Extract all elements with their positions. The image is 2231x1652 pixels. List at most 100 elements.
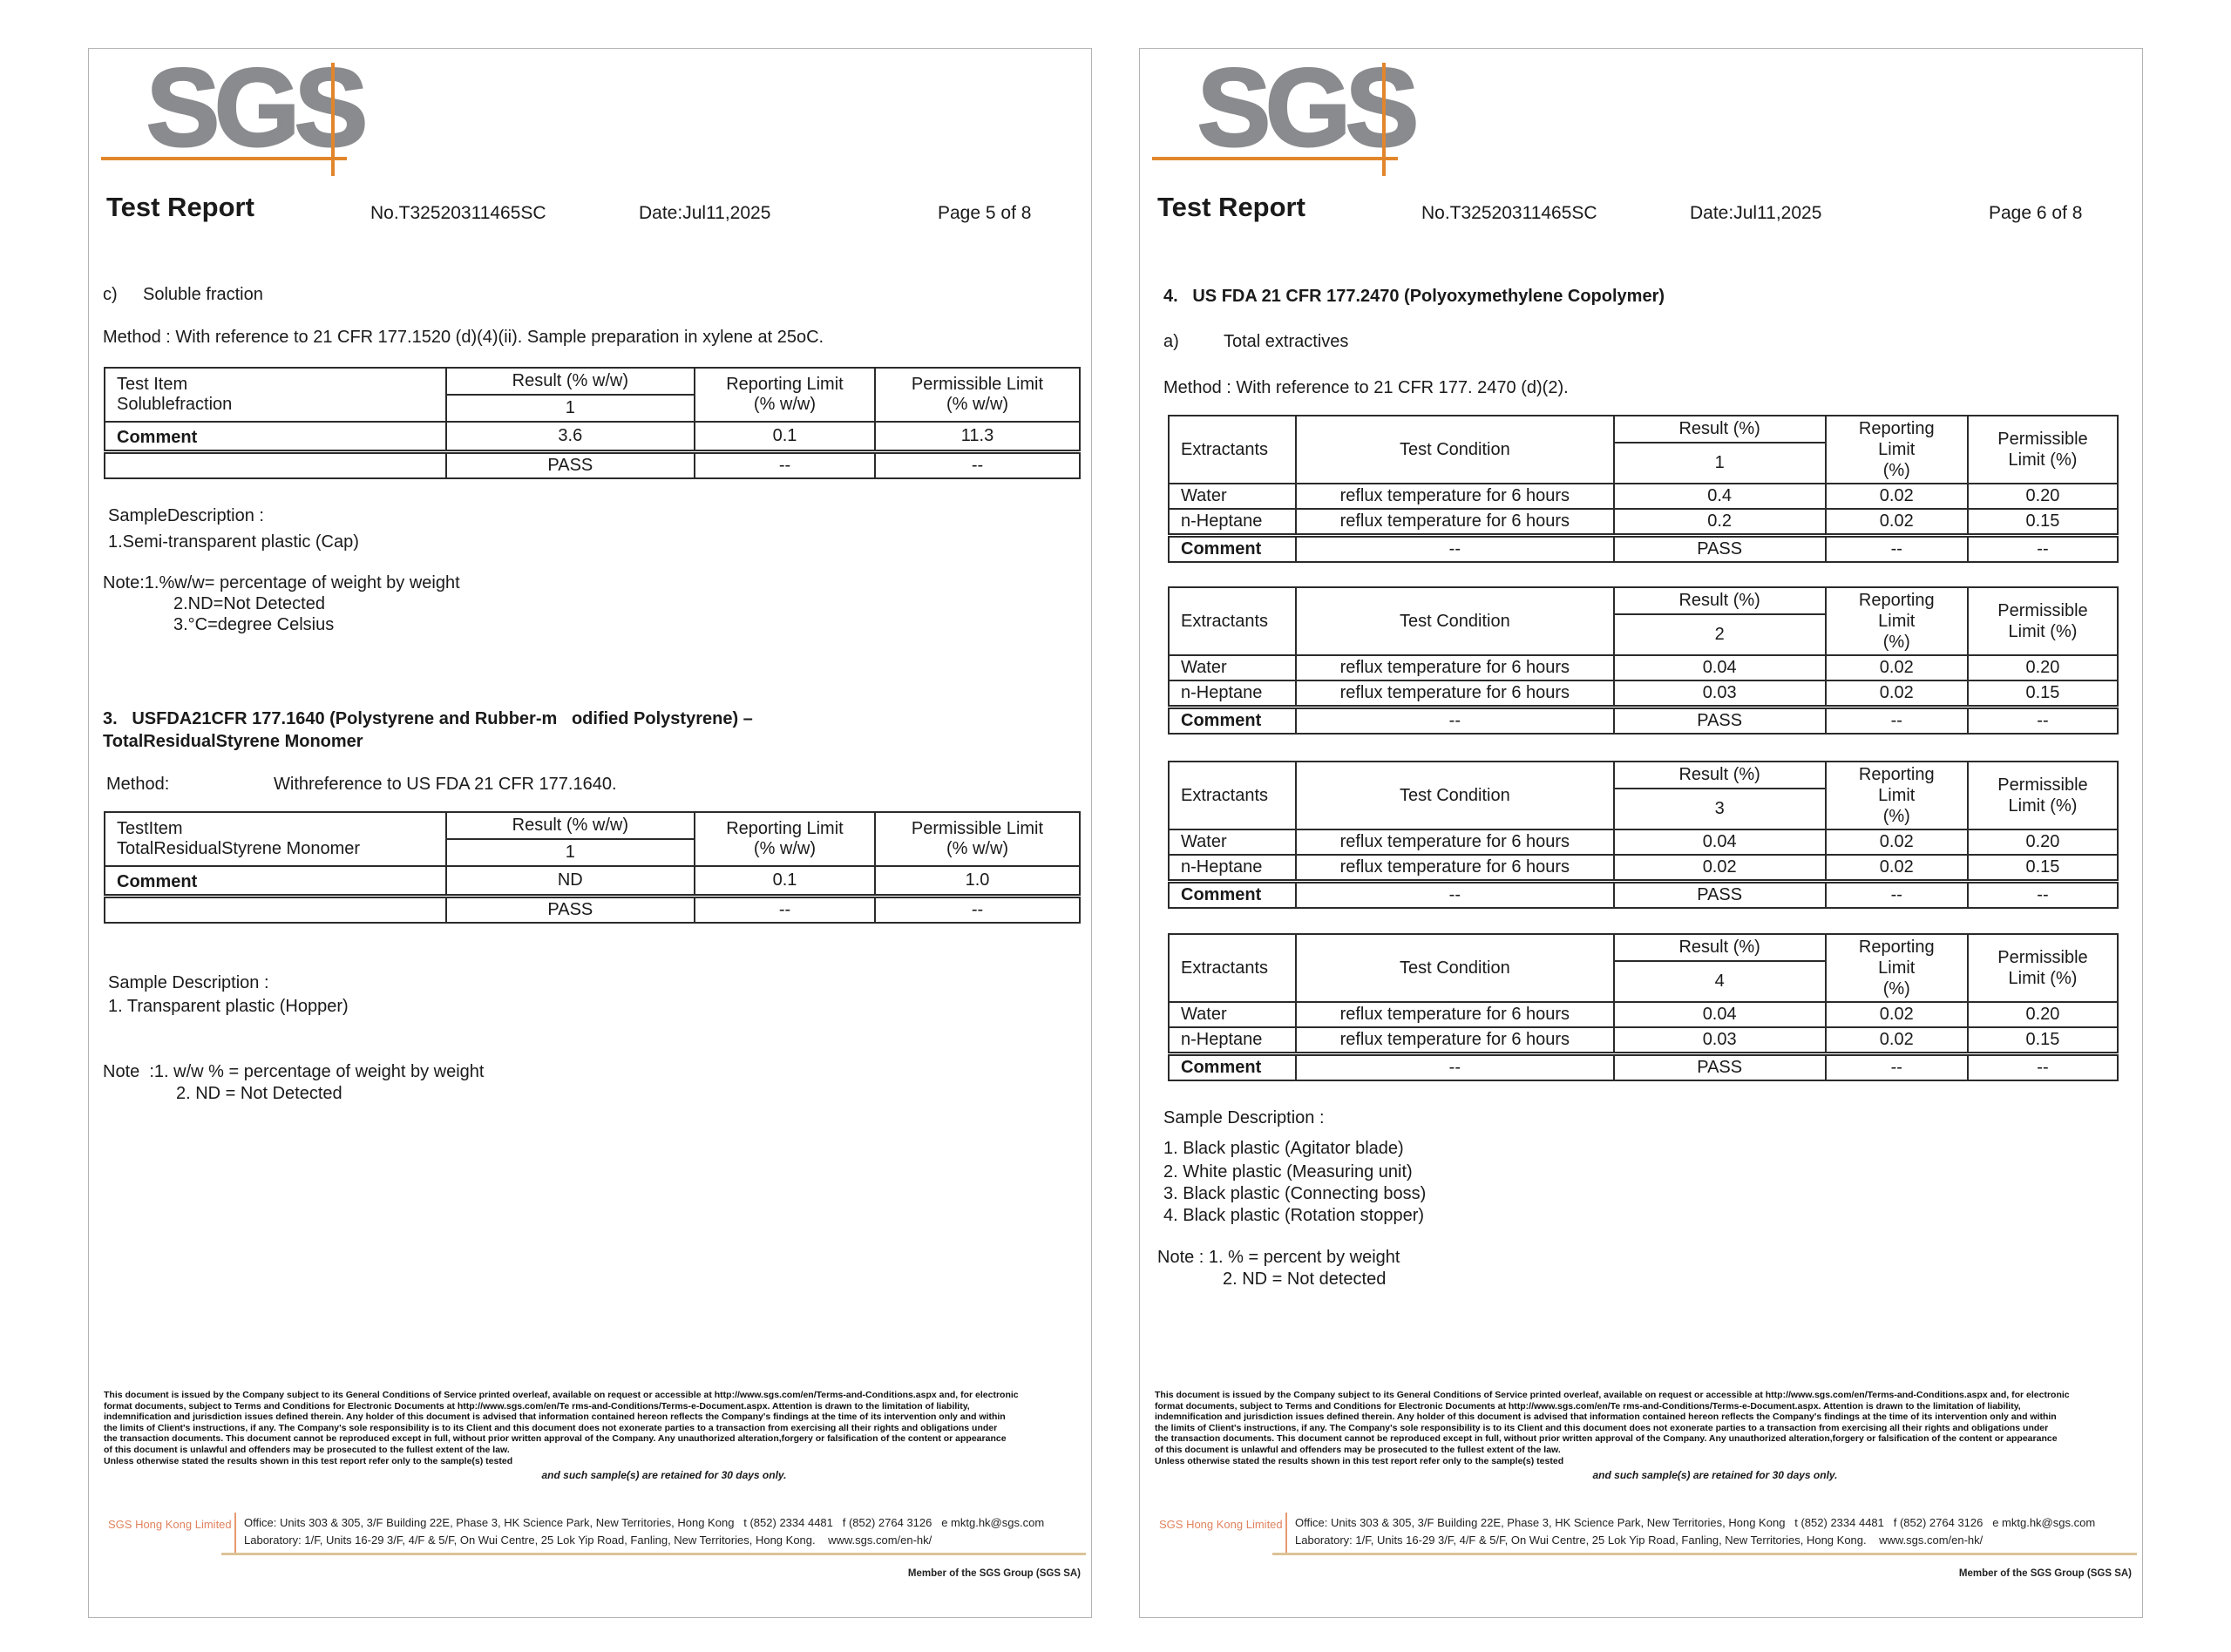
- reporting-cell: 0.1: [693, 865, 876, 898]
- residual-styrene-table: TestItem TotalResidualStyrene Monomer Re…: [104, 811, 1082, 924]
- extractant-cell: n-Heptane: [1168, 508, 1297, 537]
- reporting-cell: 0.02: [1824, 1026, 1969, 1055]
- report-header: Test Report No.T32520311465SC Date:Jul11…: [89, 192, 1074, 234]
- permissible-cell: 0.20: [1966, 483, 2119, 510]
- permissible-cell: 0.15: [1966, 854, 2119, 883]
- legal-line: of this document is unlawful and offende…: [104, 1444, 510, 1455]
- legal-line: This document is issued by the Company s…: [1155, 1390, 2070, 1400]
- dash-cell: --: [873, 895, 1082, 924]
- pass-cell: PASS: [1612, 879, 1827, 909]
- report-date: Date:Jul11,2025: [639, 203, 771, 223]
- reporting-cell: 0.02: [1824, 654, 1969, 681]
- method-text: Method : With reference to 21 CFR 177. 2…: [1163, 378, 1569, 397]
- table-row: Comment -- PASS -- --: [1168, 1052, 2119, 1081]
- extractants-header-cell: Extractants: [1168, 761, 1297, 830]
- extractants-header-cell: Extractants: [1168, 586, 1297, 656]
- dash-cell: --: [1966, 705, 2119, 735]
- table-row: n-Heptane reflux temperature for 6 hours…: [1168, 680, 2119, 708]
- logo-crosshair-vertical-icon: [1382, 63, 1386, 176]
- sgs-logo-text: SGS: [145, 48, 369, 169]
- section-a-title: Total extractives: [1224, 332, 1349, 351]
- report-number: No.T32520311465SC: [1421, 203, 1597, 223]
- test-condition-cell: reflux temperature for 6 hours: [1294, 829, 1615, 856]
- footer-divider: [1285, 1513, 1287, 1553]
- test-condition-cell: reflux temperature for 6 hours: [1294, 1001, 1615, 1028]
- permissible-cell: 0.20: [1966, 829, 2119, 856]
- method-text: Method : With reference to 21 CFR 177.15…: [103, 328, 824, 347]
- dash-cell: --: [1294, 533, 1615, 563]
- report-header: Test Report No.T32520311465SC Date:Jul11…: [1140, 192, 2125, 234]
- note-line: 2. ND = Not Detected: [176, 1084, 342, 1103]
- table-row: Comment ND 0.1 1.0: [104, 865, 1082, 898]
- extractant-cell: Water: [1168, 829, 1297, 856]
- sample-description-item: 2. White plastic (Measuring unit): [1163, 1162, 1413, 1181]
- report-pages: SGS Test Report No.T32520311465SC Date:J…: [88, 48, 2143, 1618]
- sample-description-item: 1. Transparent plastic (Hopper): [108, 997, 349, 1016]
- extractant-cell: n-Heptane: [1168, 1026, 1297, 1055]
- dash-cell: --: [1824, 879, 1969, 909]
- permissible-limit-header-cell: Permissible Limit (%): [1966, 586, 2119, 656]
- report-number: No.T32520311465SC: [370, 203, 546, 223]
- section-4-heading: 4. US FDA 21 CFR 177.2470 (Polyoxymethyl…: [1163, 287, 1665, 306]
- test-condition-cell: reflux temperature for 6 hours: [1294, 483, 1615, 510]
- pass-cell: PASS: [1612, 1052, 1827, 1081]
- table-header-row: Extractants Test Condition Result (%) 4 …: [1168, 933, 2119, 1003]
- note-line: Note : 1. % = percent by weight: [1157, 1248, 1400, 1267]
- table-row: n-Heptane reflux temperature for 6 hours…: [1168, 854, 2119, 883]
- reporting-cell: 0.02: [1824, 854, 1969, 883]
- footer-rule: [1272, 1553, 2137, 1555]
- legal-line: indemnification and jurisdiction issues …: [1155, 1412, 2057, 1423]
- permissible-cell: 0.15: [1966, 1026, 2119, 1055]
- report-title: Test Report: [1157, 192, 1305, 222]
- result-cell: 0.04: [1612, 829, 1827, 856]
- table-row: Comment -- PASS -- --: [1168, 705, 2119, 735]
- reporting-cell: 0.02: [1824, 680, 1969, 708]
- result-header-cell: Result (%) 1: [1612, 415, 1827, 484]
- method-text: Withreference to US FDA 21 CFR 177.1640.: [274, 775, 617, 794]
- permissible-cell: 0.20: [1966, 1001, 2119, 1028]
- extractant-cell: Water: [1168, 1001, 1297, 1028]
- extractives-table-sample-2: Extractants Test Condition Result (%) 2 …: [1168, 586, 2119, 735]
- reporting-cell: 0.02: [1824, 483, 1969, 510]
- result-cell: 0.04: [1612, 654, 1827, 681]
- result-cell: 3.6: [444, 421, 695, 454]
- test-condition-cell: reflux temperature for 6 hours: [1294, 680, 1615, 708]
- dash-cell: --: [1966, 1052, 2119, 1081]
- legal-line: the limits of Client's instructions, if …: [104, 1422, 998, 1433]
- comment-cell: Comment: [1168, 705, 1297, 735]
- table-row: Water reflux temperature for 6 hours 0.0…: [1168, 829, 2119, 856]
- sample-description-item: 4. Black plastic (Rotation stopper): [1163, 1206, 1425, 1225]
- result-cell: 0.4: [1612, 483, 1827, 510]
- reporting-cell: 0.02: [1824, 829, 1969, 856]
- extractant-cell: Water: [1168, 654, 1297, 681]
- pass-cell: PASS: [444, 895, 695, 924]
- table-row: Comment 3.6 0.1 11.3: [104, 421, 1082, 454]
- table-row: n-Heptane reflux temperature for 6 hours…: [1168, 508, 2119, 537]
- test-condition-cell: reflux temperature for 6 hours: [1294, 854, 1615, 883]
- sample-description-label: Sample Description :: [1163, 1108, 1325, 1127]
- table-header-row: Test Item Solublefraction Result (% w/w)…: [104, 367, 1082, 423]
- office-address: Office: Units 303 & 305, 3/F Building 22…: [244, 1516, 1045, 1529]
- permissible-cell: 0.15: [1966, 680, 2119, 708]
- reporting-limit-header-cell: Reporting Limit (%): [1824, 933, 1969, 1003]
- legal-line: indemnification and jurisdiction issues …: [104, 1412, 1006, 1423]
- company-name: SGS Hong Kong Limited: [108, 1518, 232, 1531]
- table-header-row: Extractants Test Condition Result (%) 3 …: [1168, 761, 2119, 830]
- permissible-limit-header-cell: Permissible Limit (%): [1966, 415, 2119, 484]
- sgs-logo: SGS: [1152, 51, 1448, 192]
- sample-description-label: SampleDescription :: [108, 506, 264, 525]
- test-item-header-cell: TestItem TotalResidualStyrene Monomer: [104, 811, 447, 867]
- comment-cell: Comment: [1168, 879, 1297, 909]
- legal-line: the transaction documents. This document…: [104, 1433, 1007, 1445]
- extractants-header-cell: Extractants: [1168, 933, 1297, 1003]
- extractives-table-sample-3: Extractants Test Condition Result (%) 3 …: [1168, 761, 2119, 909]
- dash-cell: --: [1824, 1052, 1969, 1081]
- sgs-logo: SGS: [101, 51, 397, 192]
- page-number: Page 5 of 8: [938, 203, 1032, 223]
- dash-cell: --: [1966, 533, 2119, 563]
- result-cell: 0.03: [1612, 680, 1827, 708]
- table-row: PASS -- --: [104, 895, 1082, 924]
- permissible-limit-header-cell: Permissible Limit (%): [1966, 761, 2119, 830]
- pass-cell: PASS: [1612, 705, 1827, 735]
- dash-cell: --: [1294, 705, 1615, 735]
